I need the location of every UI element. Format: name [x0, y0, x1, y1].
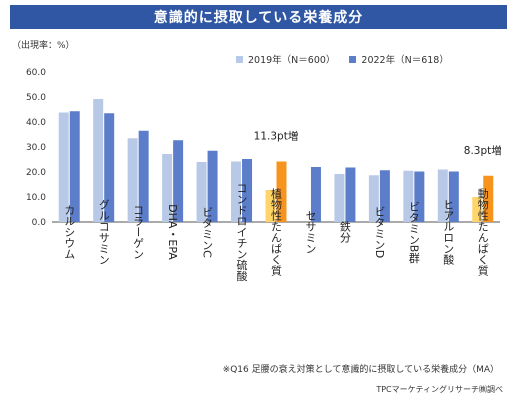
- bar-2019: [58, 112, 69, 222]
- bar-2022: [448, 171, 459, 222]
- bar-2022: [379, 170, 390, 222]
- source-credit: TPCマーケティングリサーチ㈱調べ: [376, 385, 503, 394]
- y-tick-label: 20.0: [26, 168, 46, 178]
- bar-2019: [403, 170, 414, 222]
- y-axis-unit-label: （出現率：%）: [12, 41, 75, 51]
- x-category-label: カルシウム: [63, 204, 76, 259]
- bar-2019: [93, 99, 104, 222]
- bar-2022: [104, 113, 115, 222]
- bar-2019: [127, 138, 138, 222]
- legend-item-2022: 2022年（N＝618）: [349, 52, 449, 66]
- x-category-label: ヒアルロン酸: [442, 199, 455, 266]
- y-tick-label: 0.0: [32, 218, 47, 228]
- bar-2022: [173, 140, 184, 222]
- legend-swatch-2022: [349, 55, 357, 63]
- bar-2019: [265, 190, 276, 222]
- bar-2022: [483, 175, 494, 222]
- bar-2019: [162, 154, 173, 222]
- legend-swatch-2019: [236, 55, 243, 63]
- bar-2022: [310, 167, 321, 222]
- y-tick-label: 10.0: [26, 193, 46, 203]
- x-category-label: ビタミンC: [201, 206, 214, 258]
- legend: 2019年（N＝600） 2022年（N＝618）: [236, 52, 449, 66]
- y-tick-label: 30.0: [26, 143, 46, 153]
- y-tick-label: 40.0: [26, 118, 46, 128]
- bar-2022: [276, 161, 287, 222]
- bar-2019: [196, 162, 207, 222]
- y-tick-label: 50.0: [26, 93, 46, 103]
- bar-2019: [472, 197, 483, 222]
- bar-2022: [138, 130, 149, 222]
- bar-2022: [242, 159, 253, 222]
- bar-2019: [231, 161, 242, 222]
- x-category-label: コラーゲン: [132, 205, 145, 260]
- bar-2022: [345, 167, 356, 222]
- y-tick-label: 60.0: [26, 68, 46, 78]
- legend-label-2019: 2019年（N＝600）: [248, 55, 336, 66]
- legend-item-2019: 2019年（N＝600）: [236, 52, 335, 66]
- bar-2019: [334, 174, 345, 222]
- footnote: ※Q16 足腰の衰え対策として意識的に摂取している栄養成分（MA）: [222, 365, 499, 375]
- bar-2022: [207, 150, 218, 222]
- x-category-label: 鉄分: [338, 220, 351, 243]
- x-category-label: ビタミンD: [373, 205, 386, 258]
- x-category-label: 動物性たんぱく質: [476, 187, 489, 277]
- x-category-label: 植物性たんぱく質: [270, 187, 283, 277]
- x-category-label: DHA・EPA: [166, 204, 179, 260]
- chart-title: 意識的に摂取している栄養成分: [10, 5, 507, 29]
- x-category-label: グルコサミン: [97, 199, 110, 265]
- x-category-label: ビタミンB群: [407, 200, 420, 263]
- bar-2019: [368, 175, 379, 222]
- x-category-label: コンドロイチン硫酸: [235, 183, 248, 283]
- bar-2019: [437, 169, 448, 222]
- legend-label-2022: 2022年（N＝618）: [361, 55, 449, 66]
- increase-annotation: 11.3pt増: [254, 130, 299, 143]
- increase-annotation: 8.3pt増: [464, 144, 502, 157]
- bar-2022: [414, 171, 425, 222]
- bar-2022: [69, 111, 80, 222]
- x-category-label: セサミン: [304, 210, 317, 254]
